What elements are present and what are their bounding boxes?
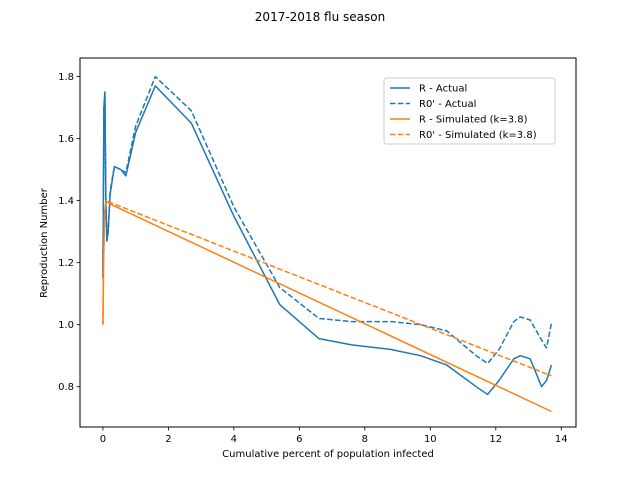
x-tick-label-1: 2 (165, 434, 171, 445)
y-axis: 0.8 1.0 1.2 1.4 1.6 1.8 (58, 72, 80, 393)
series-line-1 (102, 75, 553, 365)
x-tick-label-3: 6 (296, 434, 302, 445)
x-tick-label-2: 4 (231, 434, 237, 445)
y-axis-label: Reproduction Number (39, 187, 50, 298)
x-axis-label: Cumulative percent of population infecte… (222, 449, 434, 460)
series-group (102, 75, 553, 413)
x-tick-label-5: 10 (424, 434, 437, 445)
series-line-2 (102, 199, 552, 413)
series-line-3 (102, 199, 552, 377)
x-tick-label-7: 14 (555, 434, 568, 445)
y-tick-label-5: 1.8 (58, 72, 74, 83)
legend: R - Actual R0' - Actual R - Simulated (k=3… (383, 77, 556, 145)
y-tick-label-3: 1.4 (58, 196, 74, 207)
y-tick-label-4: 1.6 (58, 134, 74, 145)
x-axis: 0 2 4 6 8 10 12 14 (100, 427, 568, 445)
y-tick-label-0: 0.8 (58, 382, 74, 393)
x-tick-label-6: 12 (489, 434, 502, 445)
y-tick-label-2: 1.2 (58, 258, 74, 269)
legend-label-1: R0' - Actual (419, 99, 476, 110)
legend-label-3: R0' - Simulated (k=3.8) (419, 130, 537, 141)
legend-frame (383, 77, 556, 145)
y-tick-label-1: 1.0 (58, 320, 74, 331)
legend-label-0: R - Actual (419, 84, 467, 95)
x-tick-label-0: 0 (100, 434, 106, 445)
legend-label-2: R - Simulated (k=3.8) (419, 115, 528, 126)
chart-title: 2017-2018 flu season (255, 10, 385, 24)
x-tick-label-4: 8 (362, 434, 368, 445)
plot-frame (79, 57, 577, 428)
